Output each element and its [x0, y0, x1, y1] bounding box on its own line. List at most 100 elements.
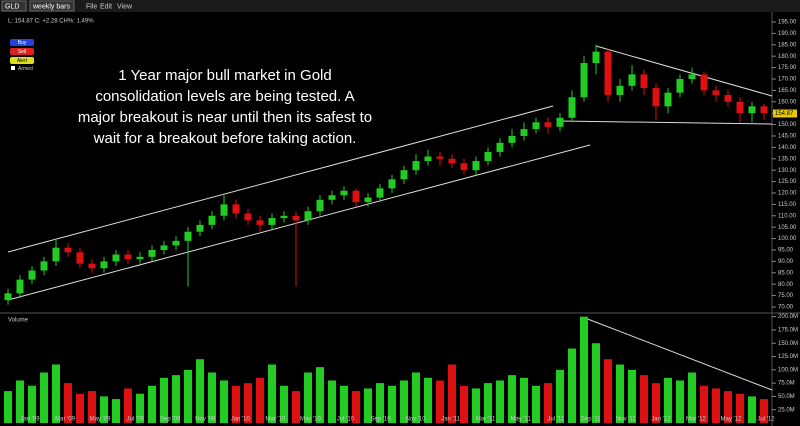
- candle-body: [112, 254, 120, 262]
- y-tick-label: 110.00: [778, 213, 797, 219]
- candle-body: [232, 204, 240, 214]
- volume-bar: [484, 383, 492, 423]
- volume-bar: [676, 380, 684, 423]
- volume-bar: [352, 391, 360, 423]
- y-tick-label: 115.00: [778, 202, 797, 208]
- x-tick-label: Nov '11: [616, 417, 636, 423]
- alert-button[interactable]: [10, 57, 34, 64]
- volume-bar: [496, 380, 504, 423]
- volume-bar: [388, 385, 396, 423]
- period: weekly bars: [32, 3, 70, 10]
- volume-bar: [220, 380, 228, 423]
- volume-bar: [40, 372, 48, 423]
- volume-bar: [100, 396, 108, 423]
- candle-body: [352, 190, 360, 203]
- candle-body: [280, 215, 288, 219]
- trend-lines: [7, 45, 773, 391]
- volume-bar: [472, 388, 480, 423]
- volume-bar: [376, 383, 384, 423]
- candle-body: [160, 245, 168, 250]
- candle-body: [496, 142, 504, 152]
- y-tick-label: 170.00: [778, 77, 797, 83]
- y-tick-label: 125.0M: [778, 354, 798, 360]
- volume-bar: [760, 399, 768, 423]
- candle-body: [400, 170, 408, 180]
- candle-body: [100, 261, 108, 269]
- candle-body: [424, 156, 432, 162]
- candle-body: [388, 179, 396, 189]
- trend-line: [595, 45, 773, 97]
- candle-body: [592, 51, 600, 64]
- buy-button[interactable]: [10, 39, 34, 46]
- y-tick-label: 135.00: [778, 156, 797, 162]
- y-tick-label: 85.00: [778, 270, 794, 276]
- x-tick-label: Sep '11: [581, 417, 601, 423]
- armed-label: Armed: [18, 66, 33, 72]
- candle-body: [148, 249, 156, 257]
- volume-bar: [244, 383, 252, 423]
- volume-bar: [640, 375, 648, 423]
- candle-body: [748, 106, 756, 114]
- menu-item[interactable]: Edit: [100, 3, 112, 10]
- volume-bar: [112, 399, 120, 423]
- candle-body: [4, 293, 12, 301]
- y-tick-label: 190.00: [778, 31, 797, 37]
- candle-body: [616, 85, 624, 95]
- toolbar: [0, 0, 800, 12]
- symbol-box[interactable]: [1, 0, 27, 12]
- volume-bar: [256, 377, 264, 423]
- armed-checkbox[interactable]: [11, 66, 15, 70]
- volume-bar: [664, 377, 672, 423]
- volume-bar: [172, 375, 180, 423]
- volume-bar: [52, 364, 60, 423]
- symbol: GLD: [5, 3, 19, 10]
- candle-body: [700, 74, 708, 91]
- x-tick-label: Jan '09: [20, 417, 40, 423]
- y-tick-label: 120.00: [778, 191, 797, 197]
- candle-body: [736, 101, 744, 114]
- volume-bar: [544, 383, 552, 423]
- candle-body: [28, 270, 36, 280]
- candle-body: [52, 247, 60, 262]
- button-label: Buy: [18, 40, 27, 46]
- y-tick-label: 125.00: [778, 179, 797, 185]
- candle-body: [196, 224, 204, 232]
- x-tick-label: May '10: [300, 417, 321, 423]
- candle-body: [664, 92, 672, 107]
- volume-bar: [280, 385, 288, 423]
- volume-bar: [748, 396, 756, 423]
- volume-bar: [28, 385, 36, 423]
- x-tick-label: May '12: [721, 417, 742, 423]
- volume-bar: [76, 393, 84, 423]
- menu-item[interactable]: View: [117, 3, 133, 10]
- candle-body: [448, 158, 456, 164]
- x-tick-label: Jul '11: [547, 417, 564, 423]
- volume-title: Volume: [8, 318, 29, 324]
- annotation-line: consolidation levels are being tested. A: [95, 88, 354, 105]
- candle-body: [208, 215, 216, 225]
- volume-bar: [148, 385, 156, 423]
- volume-bar: [736, 393, 744, 423]
- y-tick-label: 150.00: [778, 122, 797, 128]
- x-tick-label: Mar '09: [55, 417, 75, 423]
- sell-button[interactable]: [10, 48, 34, 55]
- candle-body: [460, 163, 468, 171]
- period-box[interactable]: [29, 0, 75, 12]
- candle-body: [724, 94, 732, 102]
- volume-bar: [4, 391, 12, 423]
- volume-bar: [688, 372, 696, 423]
- volume-bar: [412, 372, 420, 423]
- y-tick-label: 200.0M: [778, 314, 798, 320]
- y-tick-label: 185.00: [778, 42, 797, 48]
- annotation: 1 Year major bull market in Gold consolid…: [78, 67, 372, 147]
- volume-bar: [160, 377, 168, 423]
- menu-item[interactable]: File: [86, 3, 97, 10]
- candle-body: [136, 256, 144, 260]
- y-tick-label: 165.00: [778, 88, 797, 94]
- x-tick-label: Mar '12: [686, 417, 706, 423]
- y-tick-label: 75.00: [778, 293, 794, 299]
- candle-body: [556, 117, 564, 127]
- y-tick-label: 50.0M: [778, 394, 795, 400]
- candle-body: [256, 220, 264, 225]
